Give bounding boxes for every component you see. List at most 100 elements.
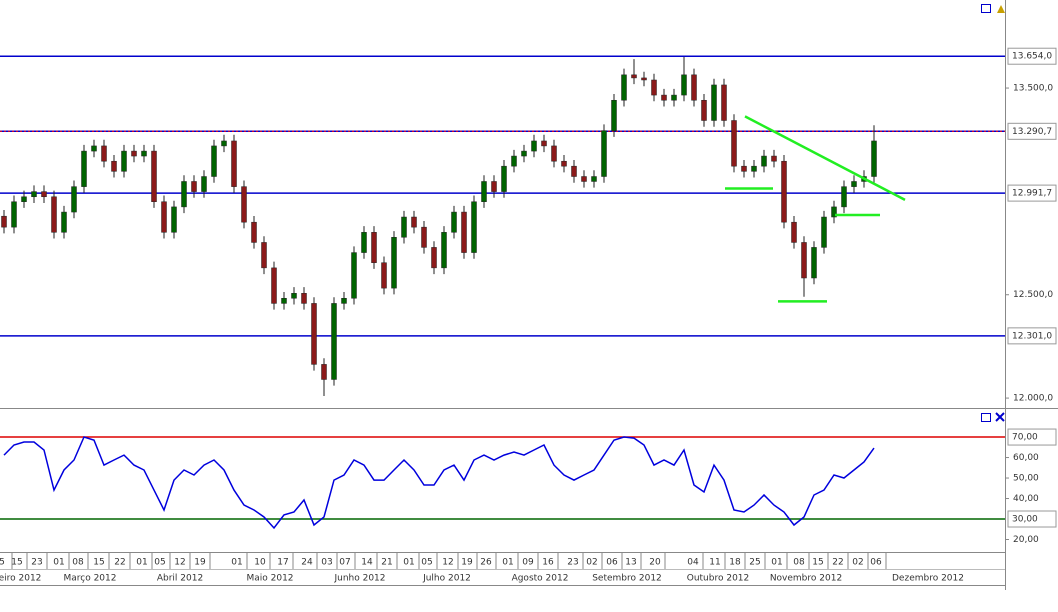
candle-body bbox=[501, 165, 507, 192]
candle-body bbox=[561, 160, 567, 167]
y-tick-label: 50,00 bbox=[1013, 474, 1039, 484]
candle-body bbox=[1, 215, 7, 228]
candle-body bbox=[681, 74, 687, 96]
level-label-box bbox=[1007, 122, 1057, 140]
level-label: 13.654,0 bbox=[1012, 52, 1052, 62]
x-tick-label: 01 bbox=[771, 558, 782, 568]
person-icon[interactable] bbox=[997, 5, 1005, 13]
x-tick-label: 07 bbox=[339, 558, 350, 568]
candle-body bbox=[261, 242, 267, 269]
x-tick-label: 15 bbox=[812, 558, 823, 568]
y-tick-label: 40,00 bbox=[1013, 494, 1039, 504]
candle-body bbox=[251, 221, 257, 243]
candle-body bbox=[601, 130, 607, 177]
candle-body bbox=[381, 262, 387, 289]
candle-body bbox=[411, 216, 417, 228]
candle-body bbox=[801, 242, 807, 279]
x-tick-label: 14 bbox=[361, 558, 373, 568]
candle-body bbox=[461, 211, 467, 253]
candle-body bbox=[691, 74, 697, 101]
candle-body bbox=[351, 252, 357, 299]
candle-body bbox=[241, 186, 247, 223]
candle-body bbox=[611, 99, 617, 131]
candle-body bbox=[41, 191, 47, 198]
candle-body bbox=[221, 140, 227, 147]
candle-body bbox=[361, 232, 367, 253]
month-label: Junho 2012 bbox=[333, 574, 385, 584]
month-label: Agosto 2012 bbox=[512, 574, 569, 584]
x-tick-label: 15 bbox=[11, 558, 22, 568]
x-tick-label: 01 bbox=[231, 558, 242, 568]
y-tick-label: 60,00 bbox=[1013, 453, 1039, 463]
candle-body bbox=[431, 247, 437, 269]
candle-body bbox=[291, 293, 297, 299]
candle-body bbox=[181, 181, 187, 208]
y-tick-label: 13.500,0 bbox=[1013, 84, 1053, 94]
level-label-box bbox=[1007, 184, 1057, 202]
x-tick-label: 23 bbox=[31, 558, 42, 568]
candle-body bbox=[321, 364, 327, 380]
x-tick-label: 17 bbox=[277, 558, 288, 568]
candle-body bbox=[671, 94, 677, 101]
x-tick-label: 10 bbox=[254, 558, 266, 568]
x-tick-label: 13 bbox=[625, 558, 636, 568]
candle-body bbox=[591, 176, 597, 182]
trendline bbox=[744, 115, 906, 201]
candle-body bbox=[651, 79, 657, 96]
candle-body bbox=[161, 201, 167, 233]
candle-body bbox=[481, 181, 487, 202]
x-tick-label: 24 bbox=[301, 558, 313, 568]
month-label: Abril 2012 bbox=[157, 574, 203, 584]
y-tick-label: 20,00 bbox=[1013, 535, 1039, 545]
candle-body bbox=[511, 155, 517, 167]
candle-body bbox=[521, 150, 527, 157]
candle-body bbox=[721, 84, 727, 121]
x-tick-label: 11 bbox=[709, 558, 720, 568]
candle-body bbox=[391, 237, 397, 289]
candle-body bbox=[11, 201, 17, 228]
window-icon[interactable] bbox=[981, 413, 991, 422]
x-tick-label: 01 bbox=[136, 558, 147, 568]
candle-body bbox=[711, 84, 717, 121]
candle-body bbox=[61, 211, 67, 233]
y-tick-label: 12.500,0 bbox=[1013, 290, 1053, 300]
x-tick-label: 19 bbox=[461, 558, 473, 568]
level-label-box bbox=[1007, 47, 1057, 65]
candle-body bbox=[441, 232, 447, 269]
x-tick-label: 02 bbox=[852, 558, 863, 568]
level-label: 12.991,7 bbox=[1012, 189, 1052, 199]
candle-body bbox=[641, 77, 647, 81]
x-tick-label: 02 bbox=[586, 558, 597, 568]
candle-body bbox=[771, 155, 777, 162]
level-label: 13.290,7 bbox=[1012, 127, 1052, 137]
x-tick-label: 22 bbox=[114, 558, 125, 568]
x-tick-label: 23 bbox=[567, 558, 578, 568]
candle-body bbox=[51, 196, 57, 233]
level-label-box bbox=[1007, 510, 1057, 528]
x-tick-label: 5 bbox=[0, 558, 5, 568]
candle-body bbox=[171, 206, 177, 233]
candle-body bbox=[831, 206, 837, 218]
month-label: Outubro 2012 bbox=[687, 574, 750, 584]
window-icon[interactable] bbox=[981, 4, 991, 13]
candle-body bbox=[81, 150, 87, 187]
candle-body bbox=[751, 165, 757, 172]
y-tick-label: 12.000,0 bbox=[1013, 394, 1053, 404]
x-tick-label: 01 bbox=[502, 558, 513, 568]
level-label-box bbox=[1007, 327, 1057, 345]
month-label: Dezembro 2012 bbox=[892, 574, 964, 584]
x-tick-label: 08 bbox=[793, 558, 805, 568]
month-label: Março 2012 bbox=[63, 574, 116, 584]
close-icon[interactable] bbox=[995, 412, 1005, 422]
x-tick-label: 22 bbox=[832, 558, 843, 568]
x-tick-label: 12 bbox=[174, 558, 185, 568]
x-tick-label: 18 bbox=[729, 558, 741, 568]
x-tick-label: 06 bbox=[870, 558, 882, 568]
x-tick-label: 21 bbox=[381, 558, 392, 568]
candle-body bbox=[281, 297, 287, 304]
month-label: Novembro 2012 bbox=[770, 574, 842, 584]
candle-body bbox=[871, 140, 877, 177]
x-tick-label: 05 bbox=[421, 558, 432, 568]
